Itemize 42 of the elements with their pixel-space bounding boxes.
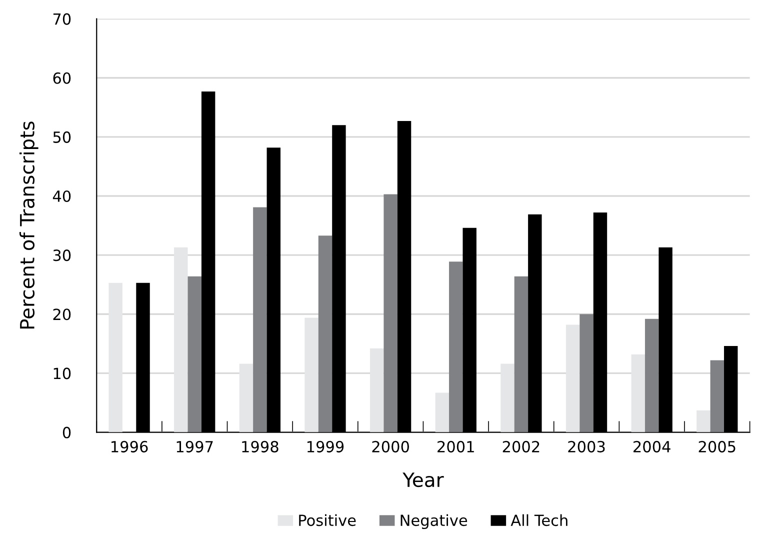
bar	[435, 392, 450, 432]
bar	[566, 324, 580, 432]
bar	[644, 318, 659, 432]
legend-label: All Tech	[510, 514, 568, 526]
legend-label: Negative	[400, 514, 468, 530]
x-tick-label: 2005	[698, 440, 736, 452]
bar	[384, 194, 398, 432]
y-tick-label: 10	[54, 368, 71, 380]
x-tick-label: 2002	[502, 440, 540, 452]
x-tick-label: 2003	[568, 440, 605, 452]
legend-label: Positive	[299, 514, 356, 526]
bar	[710, 360, 724, 432]
bar	[188, 276, 202, 432]
bar	[304, 318, 318, 432]
x-tick-label: 2004	[634, 440, 670, 452]
x-tick-label: 2000	[372, 440, 409, 452]
x-tick-label: 1999	[307, 440, 344, 452]
bar	[631, 354, 645, 432]
y-tick-label: 20	[53, 308, 71, 320]
x-tick-label: 1996	[112, 440, 148, 452]
bar	[514, 276, 528, 432]
bar	[318, 236, 332, 432]
bar	[174, 247, 188, 432]
y-tick-label: 50	[53, 131, 71, 143]
y-axis-title: Percent of Transcripts	[19, 122, 38, 329]
bar	[449, 262, 463, 432]
y-tick-label: 0	[62, 426, 71, 438]
bar	[108, 282, 122, 432]
y-tick-label: 40	[52, 190, 71, 202]
x-tick-label: 1998	[242, 440, 278, 452]
y-tick-label: 70	[53, 13, 71, 25]
x-axis-title: Year	[402, 472, 444, 488]
x-tick-label: 1997	[176, 440, 213, 452]
y-tick-label: 60	[53, 72, 71, 84]
bar	[239, 364, 254, 432]
x-tick-label: 2001	[438, 440, 474, 452]
bar	[696, 410, 710, 432]
y-tick-label: 30	[53, 250, 71, 262]
bar	[500, 364, 514, 432]
bar	[580, 314, 594, 432]
bar	[370, 348, 384, 432]
bar	[253, 207, 267, 432]
